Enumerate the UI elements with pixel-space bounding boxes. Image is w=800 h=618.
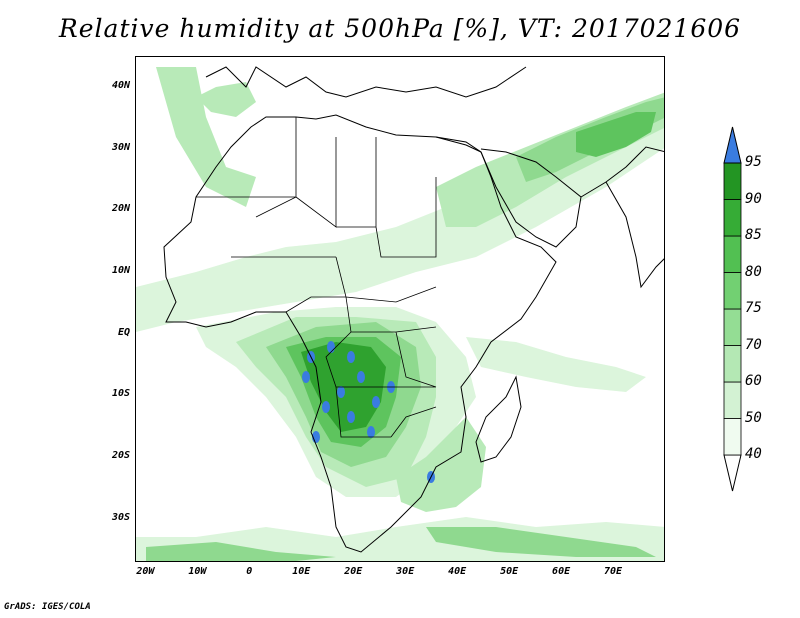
colorbar-label: 85	[745, 227, 762, 243]
humidity-max-spot	[347, 411, 355, 423]
colorbar-above-triangle	[723, 126, 742, 164]
lon-tick-label: 30E	[396, 566, 415, 577]
lat-tick-label: 10S	[111, 388, 130, 400]
colorbar-label: 70	[745, 336, 762, 353]
lon-tick-label: 40E	[448, 566, 467, 577]
humidity-max-spot	[322, 401, 330, 413]
lon-tick-label: 50E	[500, 566, 519, 577]
india-coastline	[580, 146, 664, 289]
humidity-contour	[136, 97, 664, 332]
colorbar-swatch	[723, 345, 742, 383]
colorbar-swatch	[723, 235, 742, 273]
lon-tick-label: 0	[246, 566, 253, 577]
colorbar-label: 40	[745, 446, 762, 462]
humidity-max-spot	[337, 386, 345, 398]
page-title: Relative humidity at 500hPa [%], VT: 201…	[58, 14, 742, 43]
colorbar-label: 50	[745, 409, 762, 426]
humidity-contour	[156, 67, 256, 207]
colorbar-label: 95	[745, 154, 762, 170]
colorbar-label: 75	[745, 300, 762, 316]
lat-tick-label: EQ	[117, 326, 130, 338]
map-plot-area	[135, 56, 665, 562]
lat-tick-label: 20N	[111, 203, 130, 215]
lat-tick-label: 30S	[111, 511, 130, 523]
lon-tick-label: 10W	[188, 566, 207, 577]
humidity-max-spot	[347, 351, 355, 363]
humidity-contour	[146, 542, 336, 561]
coastlines	[163, 66, 664, 553]
humidity-contour	[466, 337, 646, 392]
colorbar-below-triangle	[723, 454, 742, 492]
humidity-max-spot	[302, 371, 310, 383]
lat-tick-label: 10N	[111, 264, 130, 276]
arabia-coastline	[435, 136, 582, 248]
humidity-max-spot	[367, 426, 375, 438]
colorbar-label: 80	[745, 263, 762, 280]
humidity-contour	[576, 112, 656, 157]
colorbar-swatch	[723, 418, 742, 456]
lat-tick-label: 40N	[111, 79, 130, 91]
colorbar-swatch	[723, 308, 742, 346]
lon-tick-label: 60E	[552, 566, 571, 577]
lon-tick-label: 10E	[292, 566, 311, 577]
credit-text: GrADS: IGES/COLA	[4, 602, 91, 612]
humidity-contour	[196, 82, 256, 117]
humidity-field	[136, 67, 664, 561]
colorbar-label: 90	[745, 190, 762, 207]
madagascar-coastline	[475, 375, 522, 463]
africa-coastline	[163, 114, 557, 553]
humidity-max-spot	[357, 371, 365, 383]
lat-tick-label: 30N	[111, 141, 130, 153]
colorbar-swatch	[723, 381, 742, 419]
humidity-map	[136, 66, 664, 561]
lon-tick-label: 20W	[136, 566, 155, 577]
humidity-max-spot	[372, 396, 380, 408]
europe-coastline	[205, 66, 527, 98]
country-borders	[196, 117, 437, 438]
humidity-max-spot	[327, 341, 335, 353]
humidity-contour	[426, 527, 656, 557]
colorbar-swatch	[723, 162, 742, 200]
lon-tick-label: 20E	[344, 566, 363, 577]
lat-tick-label: 20S	[111, 450, 130, 462]
colorbar-label: 60	[745, 373, 762, 389]
colorbar-swatch	[723, 272, 742, 310]
colorbar-swatch	[723, 199, 742, 237]
lon-tick-label: 70E	[604, 566, 623, 577]
